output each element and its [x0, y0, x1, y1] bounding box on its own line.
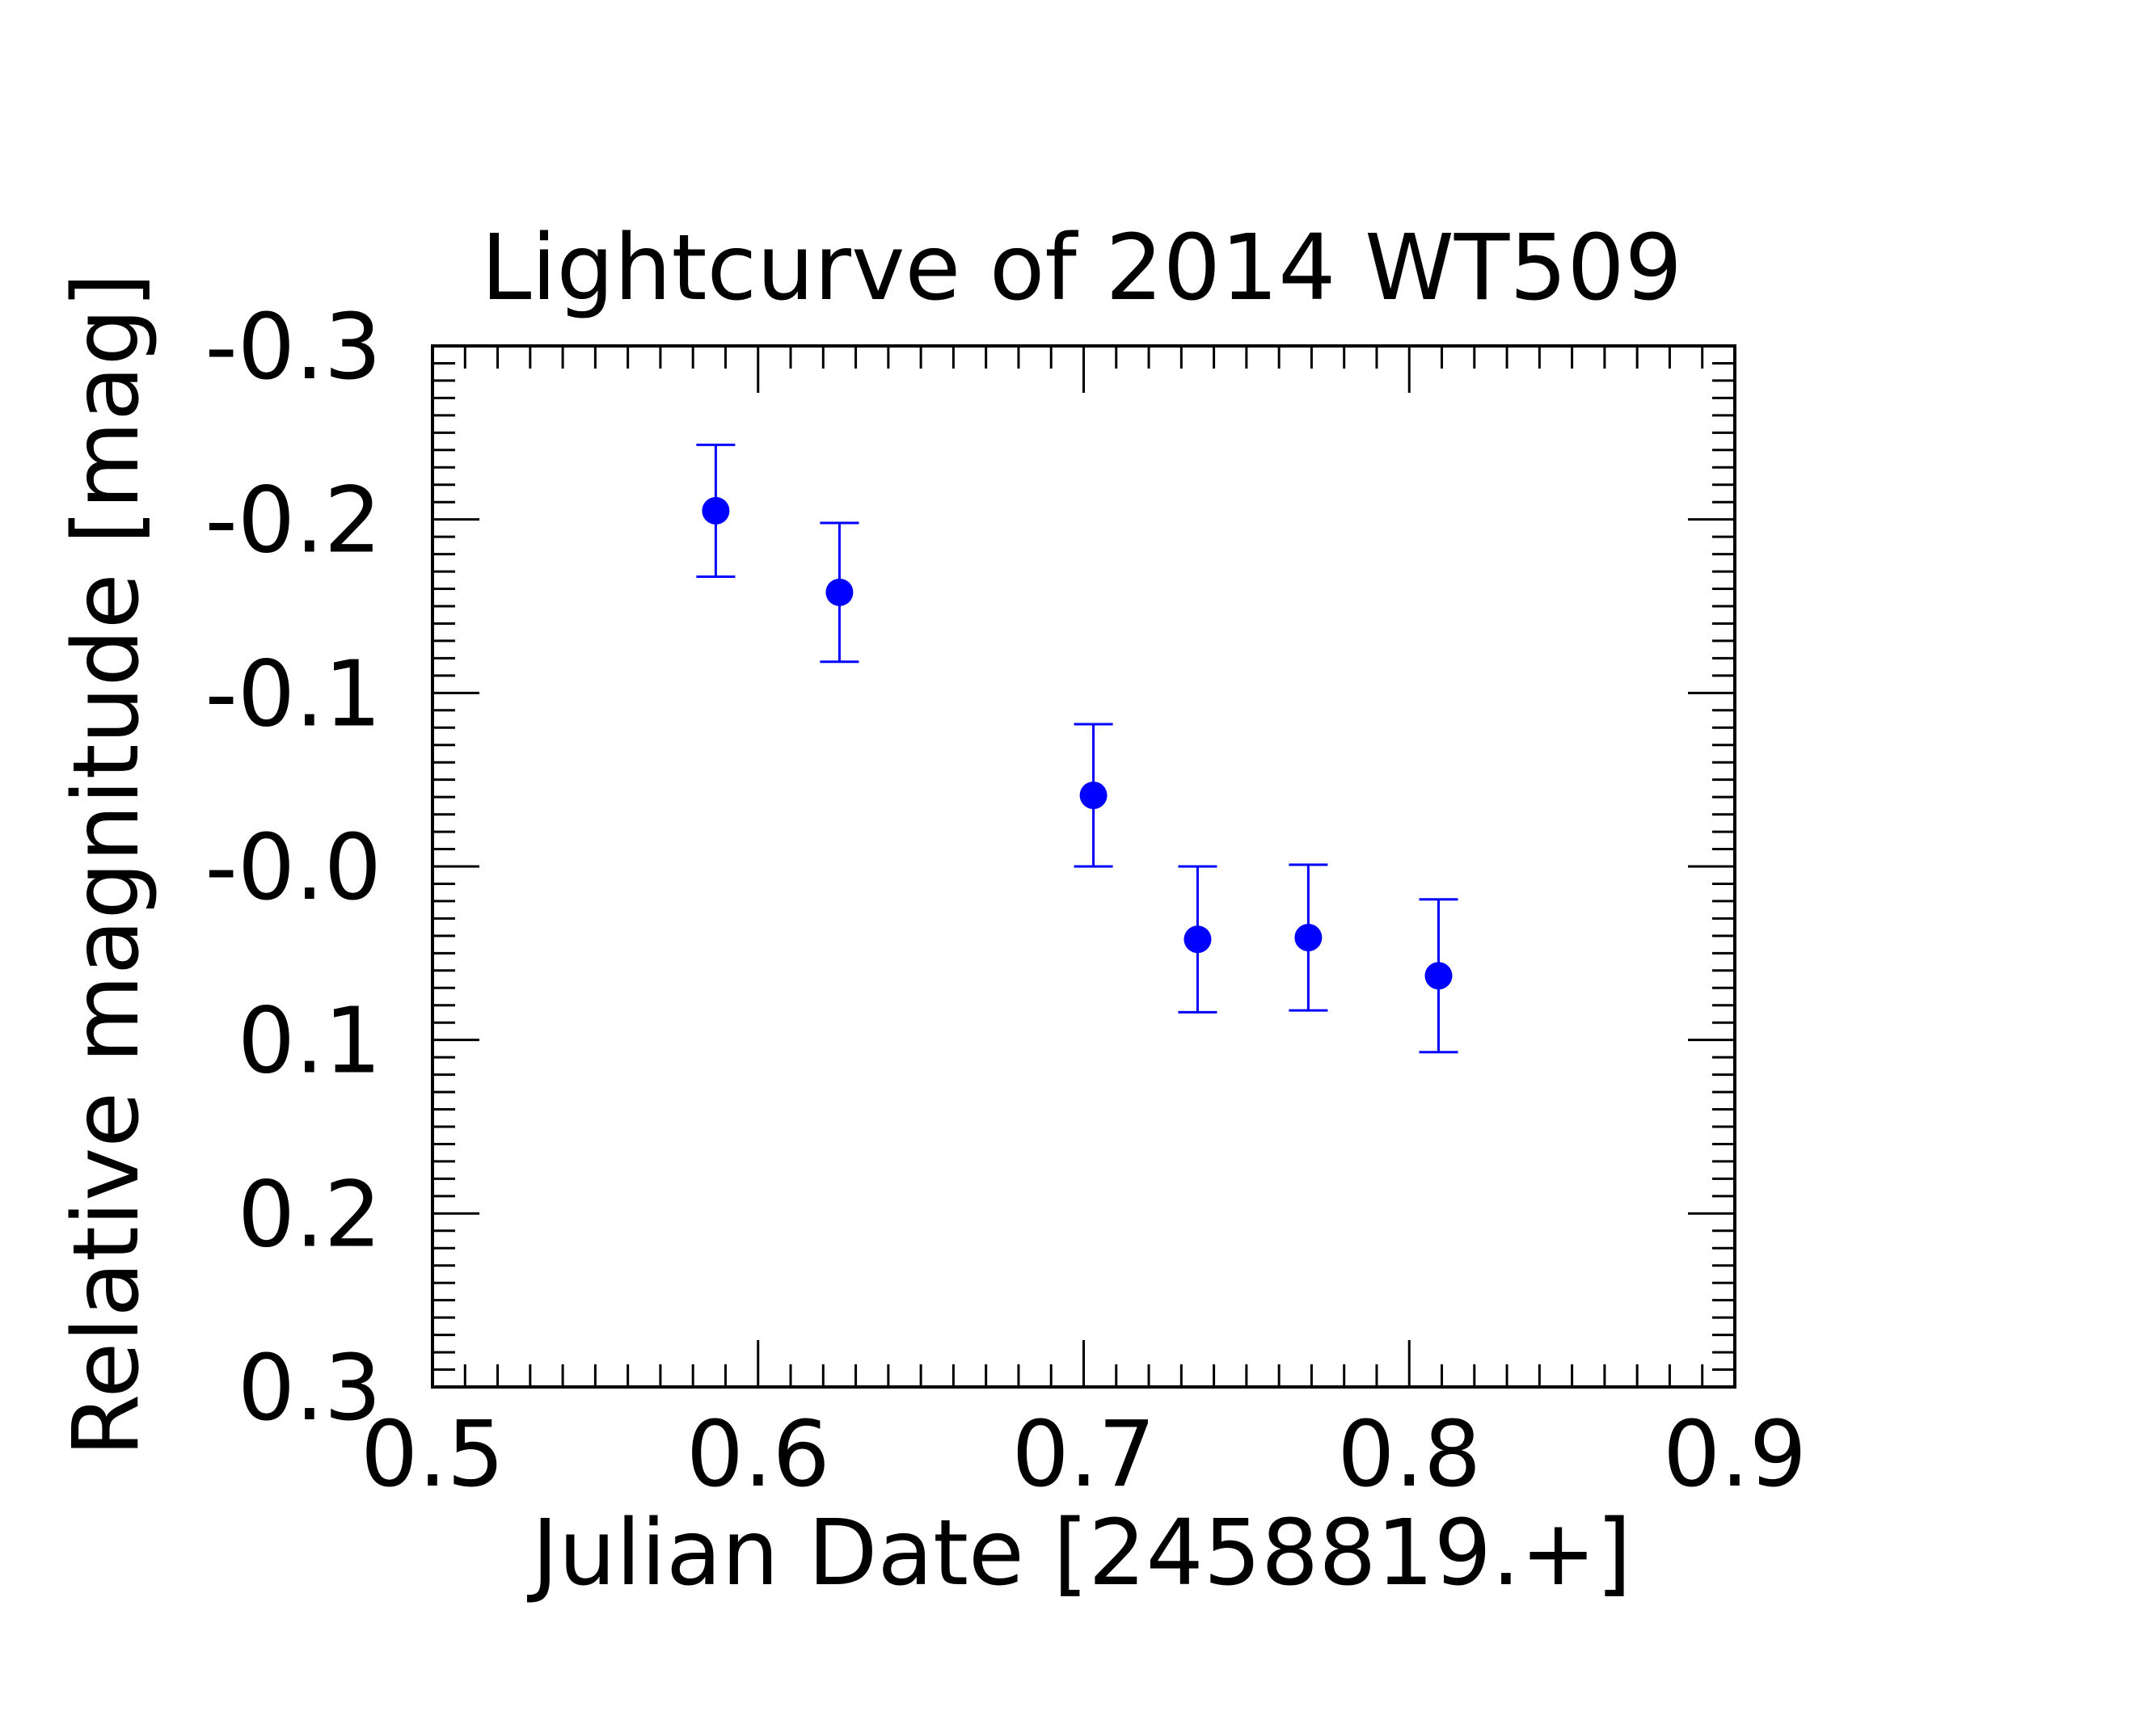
minor-ticks	[432, 346, 1735, 1387]
y-tick-label: -0.2	[205, 469, 382, 574]
y-tick-label: -0.3	[205, 295, 382, 400]
data-marker	[1424, 962, 1453, 990]
y-tick-labels: -0.3 -0.2 -0.1 -0.0 0.1 0.2 0.3	[205, 295, 382, 1441]
x-tick-label: 0.5	[361, 1402, 504, 1507]
data-point	[696, 443, 736, 579]
data-point	[1419, 898, 1458, 1054]
y-tick-label: 0.1	[238, 989, 382, 1094]
data-marker	[702, 496, 730, 525]
data-marker	[1294, 924, 1323, 952]
x-tick-label: 0.6	[686, 1402, 830, 1507]
x-tick-label: 0.7	[1011, 1402, 1155, 1507]
data-point	[1074, 723, 1113, 868]
data-marker	[1183, 925, 1212, 954]
x-tick-labels: 0.5 0.6 0.7 0.8 0.9	[361, 1402, 1807, 1507]
x-tick-label: 0.9	[1663, 1402, 1807, 1507]
data-points	[696, 443, 1458, 1054]
x-tick-label: 0.8	[1337, 1402, 1481, 1507]
y-axis-label: Relative magnitude [mag]	[54, 273, 159, 1457]
data-marker	[1079, 781, 1108, 809]
plot-frame	[431, 344, 1736, 1389]
data-point	[1289, 863, 1328, 1012]
y-tick-label: 0.2	[238, 1162, 382, 1267]
y-tick-label: 0.3	[238, 1336, 382, 1441]
data-marker	[825, 578, 854, 606]
y-tick-label: -0.1	[205, 642, 382, 747]
data-point	[820, 521, 859, 664]
y-tick-label: -0.0	[205, 816, 382, 921]
data-point	[1178, 865, 1217, 1014]
chart-title: Lightcurve of 2014 WT509	[481, 216, 1682, 321]
x-axis-label: Julian Date [2458819.+]	[527, 1501, 1631, 1606]
